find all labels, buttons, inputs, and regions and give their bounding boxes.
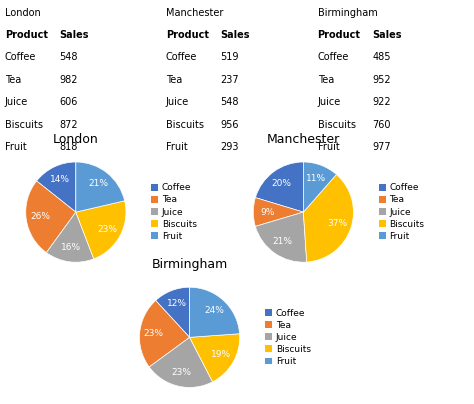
Text: Juice: Juice bbox=[166, 97, 189, 107]
Wedge shape bbox=[76, 162, 125, 212]
Text: Biscuits: Biscuits bbox=[318, 120, 356, 130]
Text: Biscuits: Biscuits bbox=[166, 120, 204, 130]
Text: Sales: Sales bbox=[372, 30, 401, 40]
Text: 548: 548 bbox=[220, 97, 239, 107]
Title: London: London bbox=[53, 133, 99, 146]
Wedge shape bbox=[253, 198, 303, 226]
Text: Coffee: Coffee bbox=[5, 52, 36, 62]
Legend: Coffee, Tea, Juice, Biscuits, Fruit: Coffee, Tea, Juice, Biscuits, Fruit bbox=[263, 307, 312, 368]
Legend: Coffee, Tea, Juice, Biscuits, Fruit: Coffee, Tea, Juice, Biscuits, Fruit bbox=[377, 181, 426, 243]
Text: 23%: 23% bbox=[98, 225, 118, 234]
Text: 922: 922 bbox=[372, 97, 391, 107]
Text: Fruit: Fruit bbox=[318, 142, 339, 152]
Wedge shape bbox=[255, 212, 307, 262]
Legend: Coffee, Tea, Juice, Biscuits, Fruit: Coffee, Tea, Juice, Biscuits, Fruit bbox=[149, 181, 199, 243]
Text: 977: 977 bbox=[372, 142, 391, 152]
Text: 548: 548 bbox=[59, 52, 78, 62]
Wedge shape bbox=[190, 287, 239, 337]
Text: 23%: 23% bbox=[172, 368, 191, 377]
Wedge shape bbox=[303, 162, 337, 212]
Wedge shape bbox=[303, 175, 354, 262]
Text: 872: 872 bbox=[59, 120, 78, 130]
Wedge shape bbox=[155, 287, 190, 337]
Text: 519: 519 bbox=[220, 52, 239, 62]
Text: 21%: 21% bbox=[273, 237, 293, 246]
Text: 818: 818 bbox=[59, 142, 78, 152]
Text: Sales: Sales bbox=[220, 30, 250, 40]
Title: Birmingham: Birmingham bbox=[152, 258, 228, 271]
Text: 20%: 20% bbox=[272, 179, 292, 187]
Text: 237: 237 bbox=[220, 75, 239, 84]
Text: Birmingham: Birmingham bbox=[318, 8, 377, 19]
Text: 14%: 14% bbox=[50, 175, 70, 184]
Wedge shape bbox=[26, 181, 76, 252]
Wedge shape bbox=[149, 337, 213, 387]
Text: 760: 760 bbox=[372, 120, 391, 130]
Wedge shape bbox=[139, 301, 190, 367]
Text: Sales: Sales bbox=[59, 30, 89, 40]
Text: Product: Product bbox=[318, 30, 361, 40]
Text: 293: 293 bbox=[220, 142, 239, 152]
Text: Manchester: Manchester bbox=[166, 8, 223, 19]
Text: Tea: Tea bbox=[5, 75, 21, 84]
Text: Fruit: Fruit bbox=[5, 142, 27, 152]
Text: Coffee: Coffee bbox=[166, 52, 197, 62]
Text: 26%: 26% bbox=[30, 213, 50, 221]
Text: 9%: 9% bbox=[260, 208, 274, 217]
Text: 24%: 24% bbox=[204, 306, 224, 316]
Wedge shape bbox=[76, 201, 126, 259]
Text: London: London bbox=[5, 8, 40, 19]
Title: Manchester: Manchester bbox=[267, 133, 340, 146]
Text: Product: Product bbox=[166, 30, 209, 40]
Text: 12%: 12% bbox=[166, 299, 186, 308]
Text: 982: 982 bbox=[59, 75, 78, 84]
Text: Biscuits: Biscuits bbox=[5, 120, 43, 130]
Text: 485: 485 bbox=[372, 52, 391, 62]
Text: Tea: Tea bbox=[166, 75, 182, 84]
Text: 956: 956 bbox=[220, 120, 239, 130]
Text: 16%: 16% bbox=[61, 243, 81, 252]
Wedge shape bbox=[255, 162, 303, 212]
Text: 21%: 21% bbox=[88, 179, 108, 188]
Text: 606: 606 bbox=[59, 97, 78, 107]
Text: Juice: Juice bbox=[318, 97, 341, 107]
Text: 23%: 23% bbox=[144, 329, 164, 339]
Text: 37%: 37% bbox=[328, 219, 347, 228]
Text: Fruit: Fruit bbox=[166, 142, 188, 152]
Text: Juice: Juice bbox=[5, 97, 28, 107]
Wedge shape bbox=[190, 334, 240, 382]
Text: 19%: 19% bbox=[211, 351, 231, 360]
Wedge shape bbox=[46, 212, 94, 262]
Text: Tea: Tea bbox=[318, 75, 334, 84]
Text: Coffee: Coffee bbox=[318, 52, 349, 62]
Wedge shape bbox=[36, 162, 76, 212]
Text: Product: Product bbox=[5, 30, 48, 40]
Text: 11%: 11% bbox=[306, 174, 326, 183]
Text: 952: 952 bbox=[372, 75, 391, 84]
